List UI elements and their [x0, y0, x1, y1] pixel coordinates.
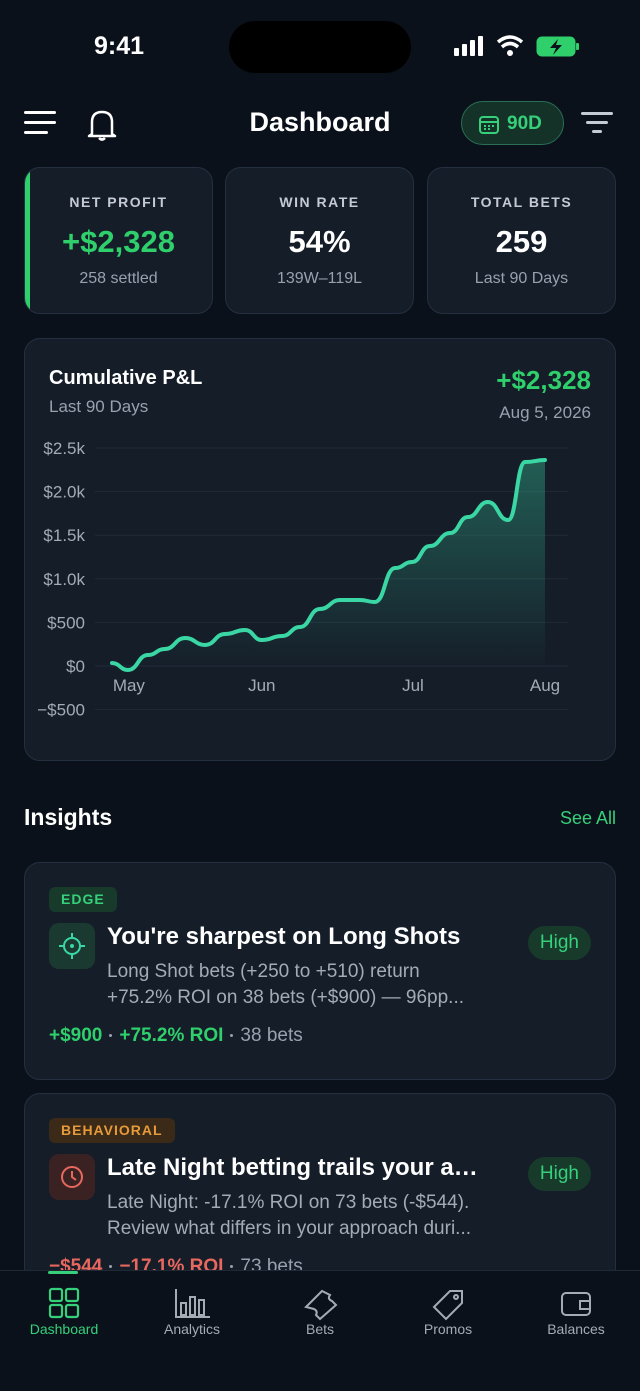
- dynamic-island: [229, 21, 411, 73]
- metric: +$900: [49, 1025, 103, 1046]
- stat-value: 259: [495, 224, 548, 259]
- y-tick-label: $1.5k: [43, 526, 85, 545]
- y-tick-label: $500: [47, 613, 85, 632]
- insight-tag: EDGE: [49, 887, 117, 912]
- pnl-card: Cumulative P&L Last 90 Days +$2,328 Aug …: [24, 338, 616, 761]
- x-tick-label: Aug: [530, 676, 560, 695]
- pnl-subtitle: Last 90 Days: [49, 397, 149, 416]
- insight-title: Late Night betting trails your a…: [107, 1154, 478, 1181]
- metric: 38 bets: [240, 1025, 303, 1046]
- pnl-title: Cumulative P&L: [49, 367, 203, 389]
- header-icons[interactable]: [22, 106, 122, 142]
- pnl-total: +$2,328: [496, 365, 591, 395]
- stat-sub: 139W–119L: [276, 270, 363, 287]
- range-button[interactable]: 90D: [461, 101, 564, 145]
- y-tick-label: $0: [66, 657, 85, 676]
- insight-badge: High: [527, 1157, 591, 1191]
- insights-title: Insights: [24, 804, 113, 830]
- y-tick-label: $2.0k: [43, 483, 85, 502]
- stat-sub: Last 90 Days: [474, 270, 569, 287]
- filter-icon[interactable]: [580, 110, 614, 136]
- stat-label: TOTAL BETS: [470, 194, 573, 210]
- tab-label[interactable]: Promos: [423, 1321, 473, 1337]
- x-tick-label: Jul: [402, 676, 424, 695]
- tab-label[interactable]: Dashboard: [29, 1321, 99, 1337]
- insight-desc: +75.2% ROI on 38 bets (+$900) — 96pp...: [107, 987, 465, 1008]
- tab-bar: Dashboard Analytics Bets Promos Balances: [0, 1270, 640, 1391]
- stat-card: NET PROFIT +$2,328 258 settled: [24, 167, 213, 314]
- insight-desc: Long Shot bets (+250 to +510) return: [107, 961, 420, 982]
- x-tick-label: Jun: [248, 676, 275, 695]
- y-tick-label: −$500: [37, 701, 85, 720]
- y-tick-label: $2.5k: [43, 439, 85, 458]
- insight-desc: Review what differs in your approach dur…: [107, 1218, 471, 1239]
- stat-card: WIN RATE 54% 139W–119L: [225, 167, 414, 314]
- stat-value: 54%: [288, 224, 351, 259]
- area: [112, 460, 545, 671]
- stat-card: TOTAL BETS 259 Last 90 Days: [427, 167, 616, 314]
- status-icons: [454, 35, 579, 57]
- tab-label[interactable]: Analytics: [163, 1321, 221, 1337]
- insight-title: You're sharpest on Long Shots: [107, 923, 461, 950]
- stat-label: WIN RATE: [279, 194, 360, 210]
- line: [110, 458, 547, 673]
- insight-tag: BEHAVIORAL: [49, 1118, 175, 1143]
- insight-badge: High: [527, 926, 591, 960]
- status-time: 9:41: [94, 32, 145, 60]
- pnl-date: Aug 5, 2026: [499, 403, 591, 422]
- tab-label[interactable]: Bets: [305, 1321, 334, 1337]
- insight-card[interactable]: EDGE You're sharpest on Long Shots High …: [24, 862, 616, 1080]
- stat-label: NET PROFIT: [69, 194, 168, 210]
- insight-desc: Late Night: -17.1% ROI on 73 bets (-$544…: [107, 1192, 470, 1213]
- see-all[interactable]: See All: [559, 808, 616, 828]
- pnl-chart: $2.5k $2.0k $1.5k $1.0k $500 $0 −$500 May Jun Jul…: [37, 439, 568, 720]
- range-label[interactable]: 90D: [507, 113, 542, 134]
- y-tick-label: $1.0k: [43, 570, 85, 589]
- stat-value: +$2,328: [62, 224, 175, 259]
- stat-sub: 258 settled: [79, 270, 158, 287]
- metric: +75.2% ROI: [119, 1025, 224, 1046]
- tab-label[interactable]: Balances: [547, 1321, 605, 1337]
- x-tick-label: May: [113, 676, 146, 695]
- header-title: Dashboard: [249, 107, 391, 137]
